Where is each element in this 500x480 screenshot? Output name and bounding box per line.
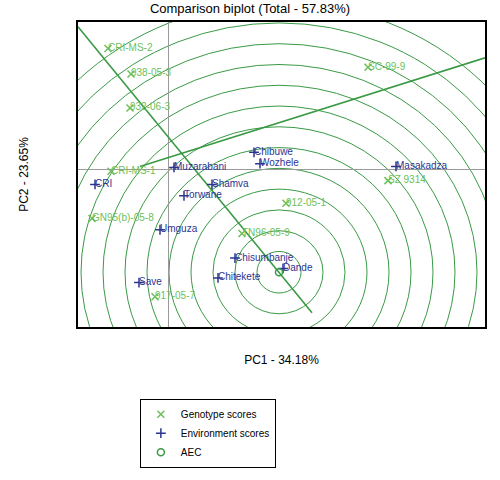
- svg-text:Environment scores: Environment scores: [181, 428, 269, 439]
- svg-text:Genotype scores: Genotype scores: [181, 409, 257, 420]
- svg-text:AEC: AEC: [181, 447, 202, 458]
- svg-text:Chibuwe: Chibuwe: [254, 146, 293, 157]
- svg-text:Dande: Dande: [283, 262, 313, 273]
- svg-text:CRI: CRI: [95, 178, 112, 189]
- svg-text:Save: Save: [139, 276, 162, 287]
- svg-text:Chitekete: Chitekete: [218, 271, 261, 282]
- svg-text:GN95(b)-05-8: GN95(b)-05-8: [92, 212, 154, 223]
- svg-text:TN96-05-9: TN96-05-9: [242, 227, 290, 238]
- svg-text:Torwane: Torwane: [184, 189, 222, 200]
- svg-text:CRI-MS-2: CRI-MS-2: [108, 42, 153, 53]
- svg-text:Umguza: Umguza: [160, 223, 198, 234]
- svg-text:912-05-1: 912-05-1: [286, 197, 326, 208]
- svg-text:932-06-3: 932-06-3: [130, 101, 170, 112]
- svg-text:CRI-MS-1: CRI-MS-1: [111, 165, 156, 176]
- svg-text:Muzarabani: Muzarabani: [174, 161, 226, 172]
- svg-text:Shamva: Shamva: [212, 178, 249, 189]
- svg-text:SC-99-9: SC-99-9: [368, 61, 406, 72]
- svg-text:SZ 9314: SZ 9314: [388, 174, 426, 185]
- svg-text:938-05-3: 938-05-3: [131, 67, 171, 78]
- svg-text:PC2 - 23.65%: PC2 - 23.65%: [17, 137, 31, 212]
- svg-text:Chisumbanje: Chisumbanje: [235, 252, 294, 263]
- svg-text:Comparison biplot (Total - 57.: Comparison biplot (Total - 57.83%): [150, 1, 350, 16]
- svg-text:PC1 - 34.18%: PC1 - 34.18%: [244, 353, 319, 367]
- svg-text:Masakadza: Masakadza: [396, 160, 448, 171]
- svg-text:917-05-7: 917-05-7: [155, 290, 195, 301]
- svg-text:Wozhele: Wozhele: [260, 157, 299, 168]
